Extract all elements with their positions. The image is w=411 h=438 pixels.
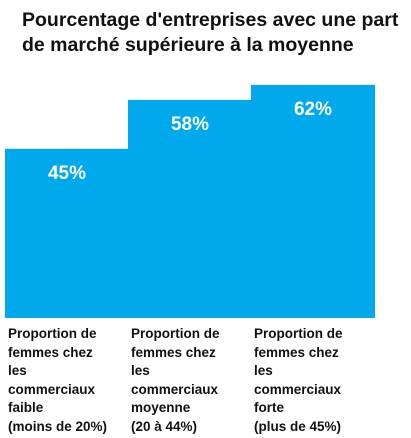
data-label-2: 58% bbox=[171, 114, 209, 135]
category-label-line: commerciaux bbox=[131, 381, 219, 397]
category-label-line: Proportion de bbox=[8, 326, 97, 341]
category-label-line: commerciaux bbox=[8, 381, 96, 397]
category-label-line: femmes chez bbox=[8, 344, 93, 360]
category-label-line: moyenne bbox=[131, 400, 191, 415]
category-label-line: forte bbox=[254, 400, 284, 415]
category-label-1: Proportion de femmes chez les commerciaux fa… bbox=[8, 325, 126, 436]
category-label-line: Proportion de bbox=[254, 326, 343, 341]
chart-title: Pourcentage d'entreprises avec une part … bbox=[22, 9, 399, 56]
category-label-line: femmes chez bbox=[254, 344, 339, 360]
data-label-3: 62% bbox=[294, 99, 332, 120]
category-label-line: Proportion de bbox=[131, 326, 220, 341]
category-label-line: (plus de 45%) bbox=[254, 418, 342, 434]
category-label-line: les bbox=[131, 363, 150, 378]
data-label-1: 45% bbox=[48, 163, 86, 184]
category-label-line: femmes chez bbox=[131, 344, 216, 360]
category-label-line: faible bbox=[8, 400, 44, 415]
category-label-line: les bbox=[8, 363, 27, 378]
category-label-3: Proportion de femmes chez les commerciaux fo… bbox=[254, 325, 372, 436]
category-label-line: commerciaux bbox=[254, 381, 342, 397]
category-label-2: Proportion de femmes chez les commerciaux mo… bbox=[131, 325, 249, 436]
bar-1 bbox=[5, 148, 129, 318]
category-label-line: (20 à 44%) bbox=[131, 418, 198, 434]
category-label-line: les bbox=[254, 363, 273, 378]
bar-3 bbox=[251, 84, 375, 318]
bars-layer: 45% 58% 62% bbox=[5, 84, 375, 318]
category-label-line: (moins de 20%) bbox=[8, 418, 108, 434]
bar-2 bbox=[128, 99, 252, 318]
